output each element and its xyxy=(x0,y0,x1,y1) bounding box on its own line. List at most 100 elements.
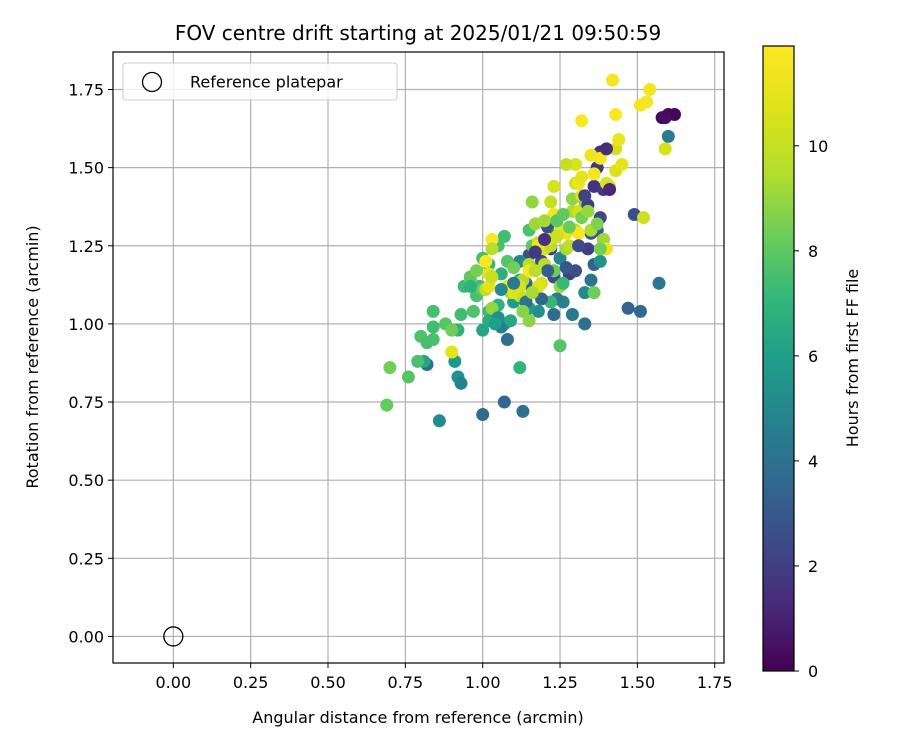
scatter-point xyxy=(445,323,459,337)
x-tick-label: 1.25 xyxy=(542,673,578,692)
scatter-point xyxy=(401,370,415,384)
scatter-point xyxy=(485,301,499,315)
y-tick-label: 1.00 xyxy=(68,315,104,334)
scatter-point xyxy=(411,354,425,368)
scatter-point xyxy=(593,254,607,268)
scatter-point xyxy=(609,108,623,122)
scatter-point xyxy=(544,195,558,209)
scatter-point xyxy=(470,264,484,278)
scatter-point xyxy=(525,286,539,300)
scatter-point xyxy=(559,261,573,275)
scatter-point xyxy=(547,179,561,193)
scatter-point xyxy=(380,398,394,412)
scatter-point xyxy=(516,304,530,318)
scatter-point xyxy=(541,264,555,278)
scatter-point xyxy=(497,395,511,409)
scatter-point xyxy=(562,220,576,234)
scatter-point xyxy=(479,254,493,268)
scatter-point xyxy=(658,142,672,156)
scatter-point xyxy=(504,314,518,328)
scatter-point xyxy=(528,264,542,278)
colorbar-tick-label: 6 xyxy=(808,347,818,366)
scatter-point xyxy=(463,279,477,293)
scatter-point xyxy=(593,242,607,256)
colorbar: 0 2 4 6 8 10 Hours from first FF file xyxy=(762,45,862,681)
scatter-point xyxy=(550,229,564,243)
scatter-point xyxy=(553,339,567,353)
colorbar-tick-label: 10 xyxy=(808,137,828,156)
legend-entry-reference-platepar: Reference platepar xyxy=(190,73,343,92)
reference-platepar-point xyxy=(163,626,184,647)
legend-box xyxy=(122,62,398,101)
scatter-point xyxy=(513,361,527,375)
scatter-point xyxy=(528,245,542,259)
scatter-point xyxy=(485,270,499,284)
scatter-point xyxy=(507,276,521,290)
colorbar-tick-label: 2 xyxy=(808,557,818,576)
scatter-point xyxy=(500,333,514,347)
data-points xyxy=(380,73,682,428)
y-tick-label: 0.50 xyxy=(68,471,104,490)
scatter-point xyxy=(525,195,539,209)
colorbar-ticks: 0 2 4 6 8 10 xyxy=(794,137,828,681)
scatter-point xyxy=(575,114,589,128)
scatter-point xyxy=(640,95,654,109)
scatter-point xyxy=(553,251,567,265)
scatter-point xyxy=(488,317,502,331)
scatter-point xyxy=(485,242,499,256)
x-tick-label: 1.75 xyxy=(697,673,733,692)
scatter-point xyxy=(522,314,536,328)
scatter-point xyxy=(556,276,570,290)
scatter-point xyxy=(652,276,666,290)
colorbar-gradient xyxy=(762,45,795,672)
scatter-point xyxy=(578,286,592,300)
scatter-point xyxy=(584,273,598,287)
scatter-point xyxy=(556,208,570,222)
scatter-point xyxy=(643,83,657,97)
scatter-point xyxy=(383,361,397,375)
scatter-point xyxy=(476,323,490,337)
legend-marker xyxy=(141,71,163,93)
scatter-point xyxy=(485,233,499,247)
scatter-point xyxy=(426,320,440,334)
scatter-point xyxy=(578,189,592,203)
scatter-point xyxy=(578,317,592,331)
y-tick-label: 0.75 xyxy=(68,393,104,412)
scatter-point xyxy=(538,214,552,228)
scatter-point xyxy=(547,308,561,322)
y-tick-label: 0.25 xyxy=(68,549,104,568)
scatter-point xyxy=(454,308,468,322)
scatter-point xyxy=(615,158,629,172)
y-tick-label: 1.75 xyxy=(68,81,104,100)
scatter-point xyxy=(612,133,626,147)
colorbar-label: Hours from first FF file xyxy=(843,269,862,448)
scatter-point xyxy=(565,308,579,322)
grid-lines xyxy=(113,52,724,663)
colorbar-tick-label: 4 xyxy=(808,452,818,471)
x-tick-label: 0.00 xyxy=(156,673,192,692)
x-axis-label: Angular distance from reference (arcmin) xyxy=(252,708,583,727)
y-axis-label: Rotation from reference (arcmin) xyxy=(23,225,42,488)
colorbar-tick-label: 0 xyxy=(808,662,818,681)
x-tick-label: 0.25 xyxy=(233,673,269,692)
scatter-point xyxy=(516,404,530,418)
x-axis-ticks: 0.00 0.25 0.50 0.75 1.00 1.25 1.50 1.75 xyxy=(156,663,733,692)
scatter-point xyxy=(661,129,675,143)
x-tick-label: 1.00 xyxy=(465,673,501,692)
scatter-point xyxy=(584,148,598,162)
x-tick-label: 0.75 xyxy=(388,673,424,692)
scatter-point xyxy=(538,233,552,247)
scatter-point xyxy=(426,304,440,318)
scatter-point xyxy=(466,304,480,318)
scatter-point xyxy=(603,183,617,197)
scatter-point xyxy=(590,217,604,231)
colorbar-tick-label: 8 xyxy=(808,242,818,261)
scatter-point xyxy=(581,204,595,218)
scatter-point xyxy=(559,158,573,172)
chart-title: FOV centre drift starting at 2025/01/21 … xyxy=(175,21,661,45)
scatter-point xyxy=(426,333,440,347)
y-tick-label: 1.50 xyxy=(68,159,104,178)
scatter-point xyxy=(637,211,651,225)
scatter-point xyxy=(606,73,620,87)
